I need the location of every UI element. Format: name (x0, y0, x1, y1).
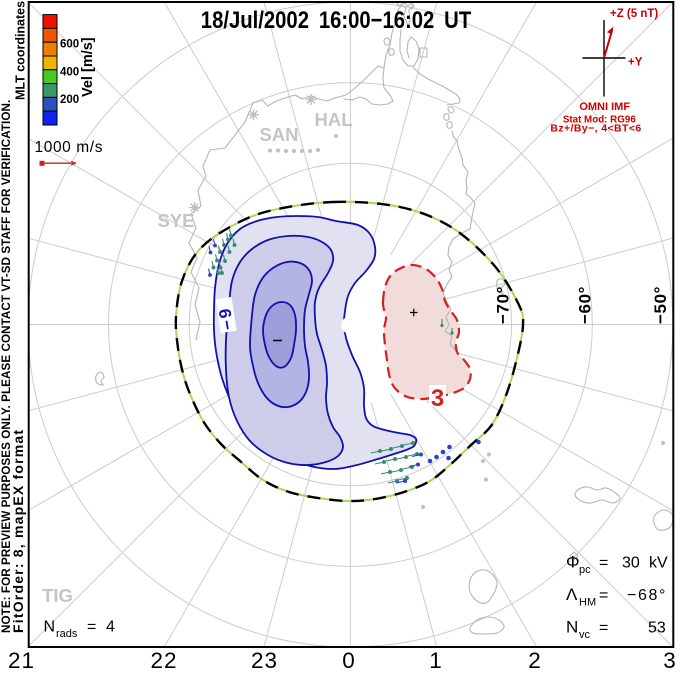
svg-text:+Z (5 nT): +Z (5 nT) (610, 8, 658, 20)
svg-text:HAL: HAL (314, 109, 352, 130)
svg-text:OMNI IMF: OMNI IMF (579, 101, 630, 113)
svg-text:−50°: −50° (651, 286, 670, 324)
svg-text:−60°: −60° (576, 286, 595, 324)
svg-text:=: = (599, 620, 608, 637)
svg-text:+Y: +Y (628, 57, 643, 69)
svg-text:=: = (599, 555, 608, 572)
svg-text:0: 0 (342, 648, 356, 673)
svg-text:N: N (44, 619, 56, 636)
svg-text:kV: kV (649, 555, 668, 572)
svg-text:HM: HM (579, 597, 596, 609)
svg-text:SAN: SAN (259, 124, 298, 145)
svg-text:30: 30 (622, 555, 640, 572)
svg-text:53: 53 (648, 620, 666, 637)
svg-text:23: 23 (251, 648, 278, 673)
svg-text:400: 400 (60, 66, 79, 78)
svg-text:TIG: TIG (42, 585, 73, 606)
svg-text:−68°: −68° (627, 587, 667, 604)
svg-text:22: 22 (150, 648, 177, 673)
svg-text:Φ: Φ (566, 553, 580, 572)
svg-text:−9: −9 (215, 305, 237, 331)
svg-text:−70°: −70° (494, 286, 513, 324)
svg-text:18/Jul/2002 16:00−16:02 UT: 18/Jul/2002 16:00−16:02 UT (201, 6, 472, 33)
svg-text:rads: rads (56, 628, 78, 640)
svg-text:pc: pc (579, 564, 591, 576)
svg-text:Stat Mod: RG96: Stat Mod: RG96 (563, 115, 636, 126)
svg-text:1: 1 (429, 648, 443, 673)
svg-text:600: 600 (60, 39, 79, 51)
svg-text:=: = (87, 619, 96, 636)
svg-text:200: 200 (60, 94, 79, 106)
svg-text:MLT coordinates: MLT coordinates (14, 1, 28, 100)
svg-text:vc: vc (579, 629, 591, 641)
svg-text:1000 m/s: 1000 m/s (35, 139, 104, 156)
svg-text:2: 2 (528, 648, 542, 673)
svg-text:21: 21 (8, 648, 35, 673)
svg-text:3: 3 (431, 385, 444, 412)
svg-text:Λ: Λ (566, 585, 578, 604)
svg-text:=: = (599, 587, 608, 604)
svg-text:N: N (566, 618, 578, 637)
svg-text:Bz+/By−, 4<BT<6: Bz+/By−, 4<BT<6 (550, 123, 641, 135)
svg-text:4: 4 (106, 619, 115, 636)
svg-text:FitOrder: 8, mapEX format: FitOrder: 8, mapEX format (10, 429, 26, 633)
svg-text:SYE: SYE (157, 210, 194, 231)
svg-text:NOTE: FOR PREVIEW PURPOSES ONL: NOTE: FOR PREVIEW PURPOSES ONLY. PLEASE … (0, 100, 13, 633)
svg-text:3: 3 (663, 648, 677, 673)
svg-text:Vel [m/s]: Vel [m/s] (80, 37, 96, 97)
